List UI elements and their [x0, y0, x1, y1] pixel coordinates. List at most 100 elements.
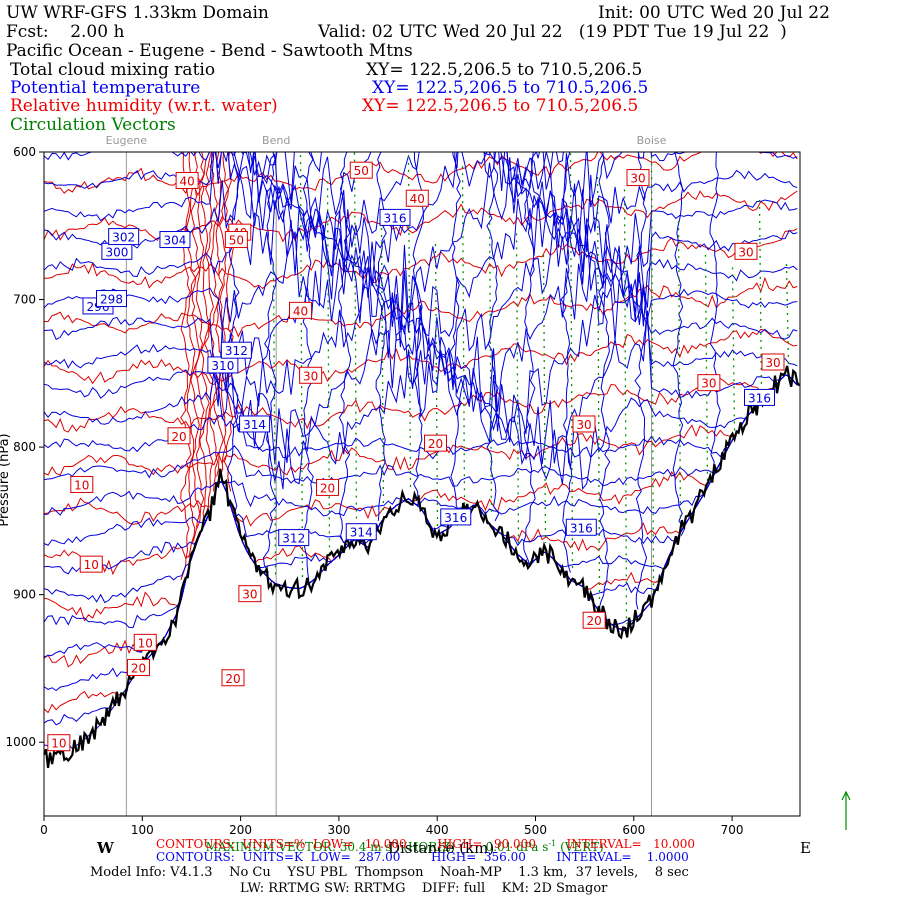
- rh-label: 30: [738, 245, 753, 259]
- theta-label-box: [744, 388, 775, 406]
- rh-contour: [199, 152, 210, 521]
- theta-contour: [44, 152, 798, 233]
- rh-label: 30: [630, 172, 645, 186]
- rh-label: 30: [765, 356, 780, 370]
- rh-label: 20: [428, 437, 443, 451]
- rh-label-box: [175, 172, 199, 190]
- rh-label-box: [761, 353, 785, 371]
- plot-frame: [43, 151, 801, 817]
- cross-section-title: Pacific Ocean - Eugene - Bend - Sawtooth…: [6, 41, 413, 61]
- theta-label-box: [565, 518, 597, 536]
- theta-contour: [449, 152, 463, 521]
- rh-label-box: [70, 475, 94, 493]
- reference-vector-head: [841, 790, 851, 801]
- rh-label-box: [238, 585, 262, 603]
- rh-label: 30: [576, 418, 591, 432]
- rh-contour: [180, 152, 192, 581]
- y-tick-label: 800: [13, 440, 36, 454]
- x-axis-ticks: 0 100 200 300 400 500 600 700: [40, 816, 744, 837]
- field-rh-xy: XY= 122.5,206.5 to 710.5,206.5: [362, 96, 639, 116]
- rh-contour: [218, 152, 229, 485]
- west-label: W: [97, 839, 114, 857]
- field-rh-label: Relative humidity (w.r.t. water): [10, 96, 278, 116]
- rh-contour: [208, 152, 220, 492]
- rh-label-box: [167, 427, 191, 445]
- theta-label: 302: [112, 231, 135, 245]
- theta-label: 312: [282, 532, 305, 546]
- theta-label: 316: [384, 211, 407, 225]
- rh-label: 50: [354, 164, 369, 178]
- field-cloud-xy: XY= 122.5,206.5 to 710.5,206.5: [366, 60, 643, 80]
- circulation-vector: [623, 189, 628, 625]
- rh-contour: [44, 374, 798, 527]
- field-vectors-label: Circulation Vectors: [10, 115, 176, 135]
- rh-label-box: [299, 366, 323, 384]
- circulation-vector: [353, 152, 358, 532]
- theta-contour: [225, 152, 240, 514]
- theta-label-box: [96, 290, 127, 308]
- theta-contour: [44, 152, 798, 261]
- model-info: Model Info: V4.1.3 No Cu YSU PBL Thompso…: [90, 865, 689, 880]
- rh-contour: [213, 152, 225, 477]
- rh-contours: [44, 152, 798, 714]
- forecast-hour: Fcst: 2.00 h: [6, 22, 125, 42]
- terrain-line: [44, 365, 800, 768]
- rh-label: 20: [586, 614, 601, 628]
- theta-contour: [44, 192, 798, 348]
- rh-contour: [185, 152, 196, 558]
- theta-contour: [44, 336, 798, 491]
- valid-time: Valid: 02 UTC Wed 20 Jul 22 (19 PDT Tue …: [318, 22, 787, 42]
- x-tick-label: 700: [721, 823, 744, 837]
- y-tick-label: 1000: [5, 735, 36, 749]
- rh-label-box: [289, 301, 312, 319]
- rh-label: 40: [179, 175, 194, 189]
- theta-contour: [44, 152, 798, 286]
- rh-label: 10: [138, 636, 153, 650]
- rh-label-box: [349, 161, 373, 179]
- theta-label-box: [345, 523, 377, 541]
- rh-contour: [44, 328, 798, 386]
- city-label: Bend: [262, 134, 290, 147]
- theta-contour: [412, 152, 425, 507]
- circulation-vector: [515, 233, 520, 546]
- theta-contour: [338, 152, 352, 544]
- rh-contour: [195, 152, 205, 529]
- field-theta-xy: XY= 122.5,206.5 to 710.5,206.5: [372, 78, 649, 98]
- rh-contour: [44, 374, 798, 714]
- terrain-profile: [44, 365, 800, 768]
- rh-label: 30: [242, 588, 257, 602]
- init-time: Init: 00 UTC Wed 20 Jul 22: [598, 3, 830, 23]
- model-info-physics: LW: RRTMG SW: RRTMG DIFF: full KM: 2D Sm…: [240, 881, 608, 896]
- rh-label-box: [221, 669, 245, 687]
- rh-label-box: [405, 189, 429, 207]
- theta-contour: [523, 152, 537, 566]
- theta-contour: [375, 152, 387, 521]
- theta-label-box: [278, 529, 310, 547]
- theta-contour-info: CONTOURS: UNITS=K LOW= 287.00 HIGH= 356.…: [156, 850, 689, 864]
- theta-contour: [301, 152, 314, 580]
- theta-contour: [634, 152, 648, 610]
- rh-label-box: [127, 658, 150, 676]
- theta-label-box: [108, 228, 140, 246]
- circulation-vector: [785, 263, 790, 366]
- theta-contour: [44, 157, 798, 331]
- theta-label: 316: [235, 108, 258, 122]
- theta-contours: [44, 152, 798, 750]
- model-title: UW WRF-GFS 1.33km Domain: [6, 3, 269, 23]
- rh-label: 30: [701, 377, 716, 391]
- circulation-vector: [677, 221, 682, 529]
- rh-label-box: [79, 555, 103, 573]
- y-tick-label: 700: [13, 293, 36, 307]
- rh-label: 20: [171, 430, 186, 444]
- theta-contour: [486, 152, 500, 522]
- x-tick-label: 0: [40, 823, 48, 837]
- rh-label-box: [316, 478, 339, 496]
- theta-label-box: [239, 415, 271, 433]
- rh-label-box: [710, 133, 732, 149]
- rh-label-box: [697, 374, 721, 392]
- rh-label: 30: [713, 135, 728, 149]
- y-tick-label: 600: [13, 145, 36, 159]
- theta-label: 316: [444, 511, 467, 525]
- rh-label: 50: [229, 234, 244, 248]
